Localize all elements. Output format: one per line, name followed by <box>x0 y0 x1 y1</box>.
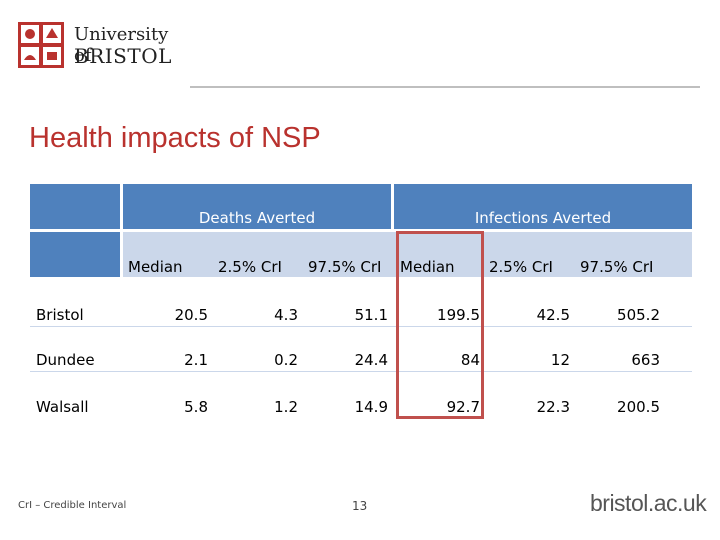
table-cell: 2.1 <box>184 351 208 369</box>
table-cell: 84 <box>460 351 480 369</box>
table-cell: 4.3 <box>274 306 298 324</box>
col-header-deaths-median: Median <box>128 258 183 276</box>
table-corner-cell-lower <box>30 232 120 277</box>
table-cell: 92.7 <box>446 398 480 416</box>
table-cell: 5.8 <box>184 398 208 416</box>
row-divider <box>30 371 692 372</box>
table-cell: 199.5 <box>437 306 480 324</box>
col-header-infections-median: Median <box>400 258 455 276</box>
table-cell: 12 <box>550 351 570 369</box>
logo-text-line1: University of <box>74 24 169 66</box>
university-logo: University of BRISTOL <box>18 20 178 70</box>
row-label-bristol: Bristol <box>36 306 84 324</box>
table-cell: 51.1 <box>354 306 388 324</box>
table-cell: 20.5 <box>174 306 208 324</box>
table-cell: 22.3 <box>536 398 570 416</box>
row-divider <box>30 326 692 327</box>
median-column-highlight <box>396 231 484 419</box>
page-number: 13 <box>352 499 368 513</box>
row-label-dundee: Dundee <box>36 351 95 369</box>
table-cell: 1.2 <box>274 398 298 416</box>
table-cell: 24.4 <box>354 351 388 369</box>
table-cell: 14.9 <box>354 398 388 416</box>
infections-group-label: Infections Averted <box>474 209 612 227</box>
crest-icon <box>18 22 64 68</box>
site-url: bristol.ac.uk <box>590 490 707 516</box>
row-label-walsall: Walsall <box>36 398 89 416</box>
table-cell: 505.2 <box>617 306 660 324</box>
deaths-group-header: Deaths Averted <box>123 184 391 229</box>
table-cell: 42.5 <box>536 306 570 324</box>
table-cell: 0.2 <box>274 351 298 369</box>
col-header-infections-upper: 97.5% CrI <box>580 258 654 276</box>
logo-text-line2: BRISTOL <box>74 44 172 68</box>
col-header-deaths-lower: 2.5% CrI <box>218 258 282 276</box>
table-cell: 200.5 <box>617 398 660 416</box>
header-divider <box>190 86 700 88</box>
infections-group-header: Infections Averted <box>394 184 692 229</box>
footnote: CrI – Credible Interval <box>18 500 127 511</box>
subheader-band <box>123 232 692 277</box>
slide-title: Health impacts of NSP <box>29 122 321 154</box>
table-corner-cell <box>30 184 120 229</box>
table-cell: 663 <box>631 351 660 369</box>
col-header-deaths-upper: 97.5% CrI <box>308 258 382 276</box>
deaths-group-label: Deaths Averted <box>198 209 316 227</box>
col-header-infections-lower: 2.5% CrI <box>489 258 553 276</box>
